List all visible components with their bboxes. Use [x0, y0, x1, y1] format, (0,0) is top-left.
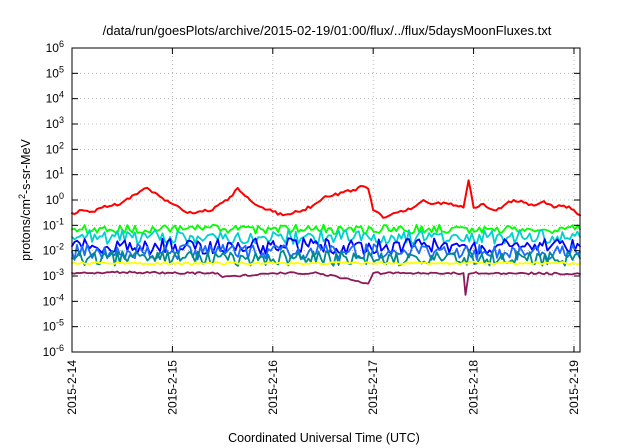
grid-layer	[71, 47, 580, 353]
series-line-8	[71, 270, 581, 296]
y-tick-label: 10-2	[43, 242, 64, 258]
x-tick-label: 2015-2-17	[366, 360, 380, 415]
y-tick-base: 10	[46, 142, 60, 156]
y-tick-exponent: -3	[56, 267, 64, 277]
y-tick-label: 10-1	[43, 216, 64, 232]
y-tick-base: 10	[43, 294, 57, 308]
y-tick-exponent: 4	[59, 90, 64, 100]
x-tick-label: 2015-2-16	[266, 360, 280, 415]
y-tick-label: 103	[46, 115, 64, 131]
series-line-1	[71, 179, 581, 219]
y-tick-base: 10	[46, 193, 60, 207]
axis-layer: 10610510410310210110010-110-210-310-410-…	[43, 39, 581, 415]
x-tick-label: 2015-2-19	[567, 360, 581, 415]
y-tick-label: 10-6	[43, 343, 64, 359]
y-tick-base: 10	[46, 41, 60, 55]
x-tick-label: 2015-2-14	[65, 360, 79, 415]
x-tick-label: 2015-2-18	[467, 360, 481, 415]
y-tick-base: 10	[43, 244, 57, 258]
y-tick-label: 106	[46, 39, 64, 55]
y-tick-label: 10-4	[43, 292, 64, 308]
y-tick-label: 104	[46, 90, 64, 106]
y-tick-base: 10	[43, 320, 57, 334]
y-tick-label: 100	[46, 191, 64, 207]
y-tick-label: 101	[46, 166, 64, 182]
y-axis-label-rest: -s-sr-MeV	[19, 138, 33, 194]
y-tick-exponent: -4	[56, 292, 64, 302]
y-tick-label: 10-3	[43, 267, 64, 283]
y-tick-base: 10	[43, 269, 57, 283]
y-axis-label-base: protons/cm	[19, 199, 33, 261]
series-layer	[71, 179, 581, 296]
x-axis-label: Coordinated Universal Time (UTC)	[228, 431, 420, 445]
series-line-2	[71, 223, 581, 235]
y-tick-exponent: 2	[59, 140, 64, 150]
y-tick-base: 10	[43, 218, 57, 232]
y-tick-exponent: 3	[59, 115, 64, 125]
y-tick-exponent: -1	[56, 216, 64, 226]
y-tick-exponent: 5	[59, 64, 64, 74]
y-tick-base: 10	[46, 168, 60, 182]
y-tick-exponent: -5	[56, 318, 64, 328]
y-tick-exponent: -2	[56, 242, 64, 252]
chart-title: /data/run/goesPlots/archive/2015-02-19/0…	[103, 23, 552, 38]
x-tick-label: 2015-2-15	[165, 360, 179, 415]
y-axis-label: protons/cm2-s-sr-MeV	[17, 138, 33, 260]
y-tick-base: 10	[46, 117, 60, 131]
y-tick-base: 10	[43, 345, 57, 359]
y-tick-exponent: 6	[59, 39, 64, 49]
y-tick-label: 10-5	[43, 318, 64, 334]
y-tick-label: 105	[46, 64, 64, 80]
y-tick-exponent: 1	[59, 166, 64, 176]
y-tick-exponent: -6	[56, 343, 64, 353]
y-tick-exponent: 0	[59, 191, 64, 201]
y-tick-label: 102	[46, 140, 64, 156]
y-tick-base: 10	[46, 66, 60, 80]
y-axis-label-superscript: 2	[17, 194, 27, 199]
y-tick-base: 10	[46, 92, 60, 106]
series-line-7	[71, 261, 581, 266]
